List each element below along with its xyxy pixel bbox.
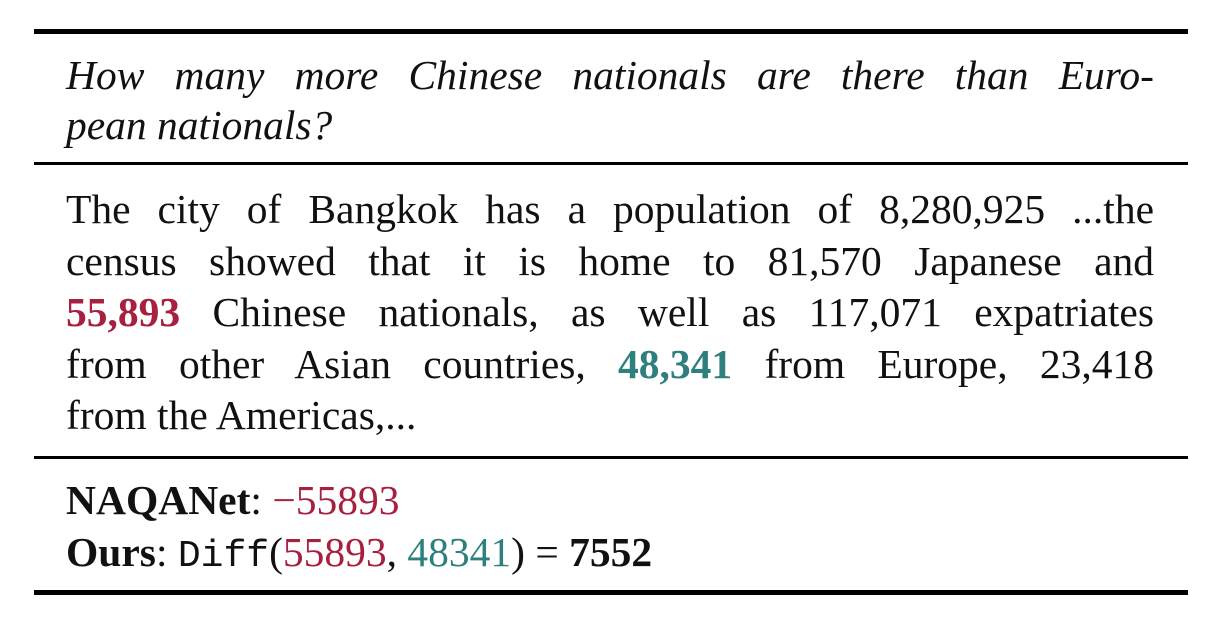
passage-line-3-rest: Chinese nationals, as well as 117,071 ex… bbox=[180, 289, 1154, 335]
passage-line-3: 55,893 Chinese nationals, as well as 117… bbox=[66, 287, 1154, 339]
passage-line-4-post: from Europe, 23,418 bbox=[732, 340, 1154, 387]
ours-open-paren: ( bbox=[269, 529, 283, 575]
question-divider bbox=[34, 162, 1188, 165]
passage-line-4-pre: from other Asian countries, bbox=[66, 340, 619, 387]
naqanet-answer: NAQANet: −55893 bbox=[66, 474, 1154, 526]
top-rule bbox=[34, 29, 1188, 34]
ours-result: 7552 bbox=[569, 529, 653, 575]
passage-line-2: census showed that it is home to 81,570 … bbox=[66, 237, 1154, 284]
passage-line-4: from other Asian countries, 48,341 from … bbox=[66, 339, 1154, 391]
naqanet-value: −55893 bbox=[272, 477, 400, 523]
naqanet-label: NAQANet bbox=[66, 477, 251, 523]
naqanet-sep: : bbox=[250, 477, 273, 523]
bottom-rule bbox=[34, 590, 1188, 595]
europe-count-highlight: 48,341 bbox=[618, 340, 733, 387]
ours-comma: , bbox=[386, 529, 408, 575]
ours-sep: : bbox=[155, 529, 178, 575]
ours-close: ) = bbox=[511, 529, 570, 575]
question-line-2: pean nationals? bbox=[66, 102, 333, 148]
question-text: How many more Chinese nationals are ther… bbox=[66, 50, 1154, 150]
passage-divider bbox=[34, 456, 1188, 459]
passage-text: The city of Bangkok has a population of … bbox=[66, 184, 1154, 442]
ours-arg-2: 48341 bbox=[407, 529, 512, 575]
ours-arg-1: 55893 bbox=[282, 529, 387, 575]
chinese-count-highlight: 55,893 bbox=[66, 289, 181, 335]
question-line-1: How many more Chinese nationals are ther… bbox=[66, 52, 1154, 98]
answers-block: NAQANet: −55893 Ours: Diff(55893, 48341)… bbox=[66, 474, 1154, 583]
ours-label: Ours bbox=[66, 529, 156, 575]
passage-line-5: from the Americas,... bbox=[66, 392, 417, 438]
passage-line-1: The city of Bangkok has a population of … bbox=[66, 186, 1154, 232]
ours-answer: Ours: Diff(55893, 48341) = 7552 bbox=[66, 526, 1154, 583]
ours-function: Diff bbox=[177, 535, 270, 578]
